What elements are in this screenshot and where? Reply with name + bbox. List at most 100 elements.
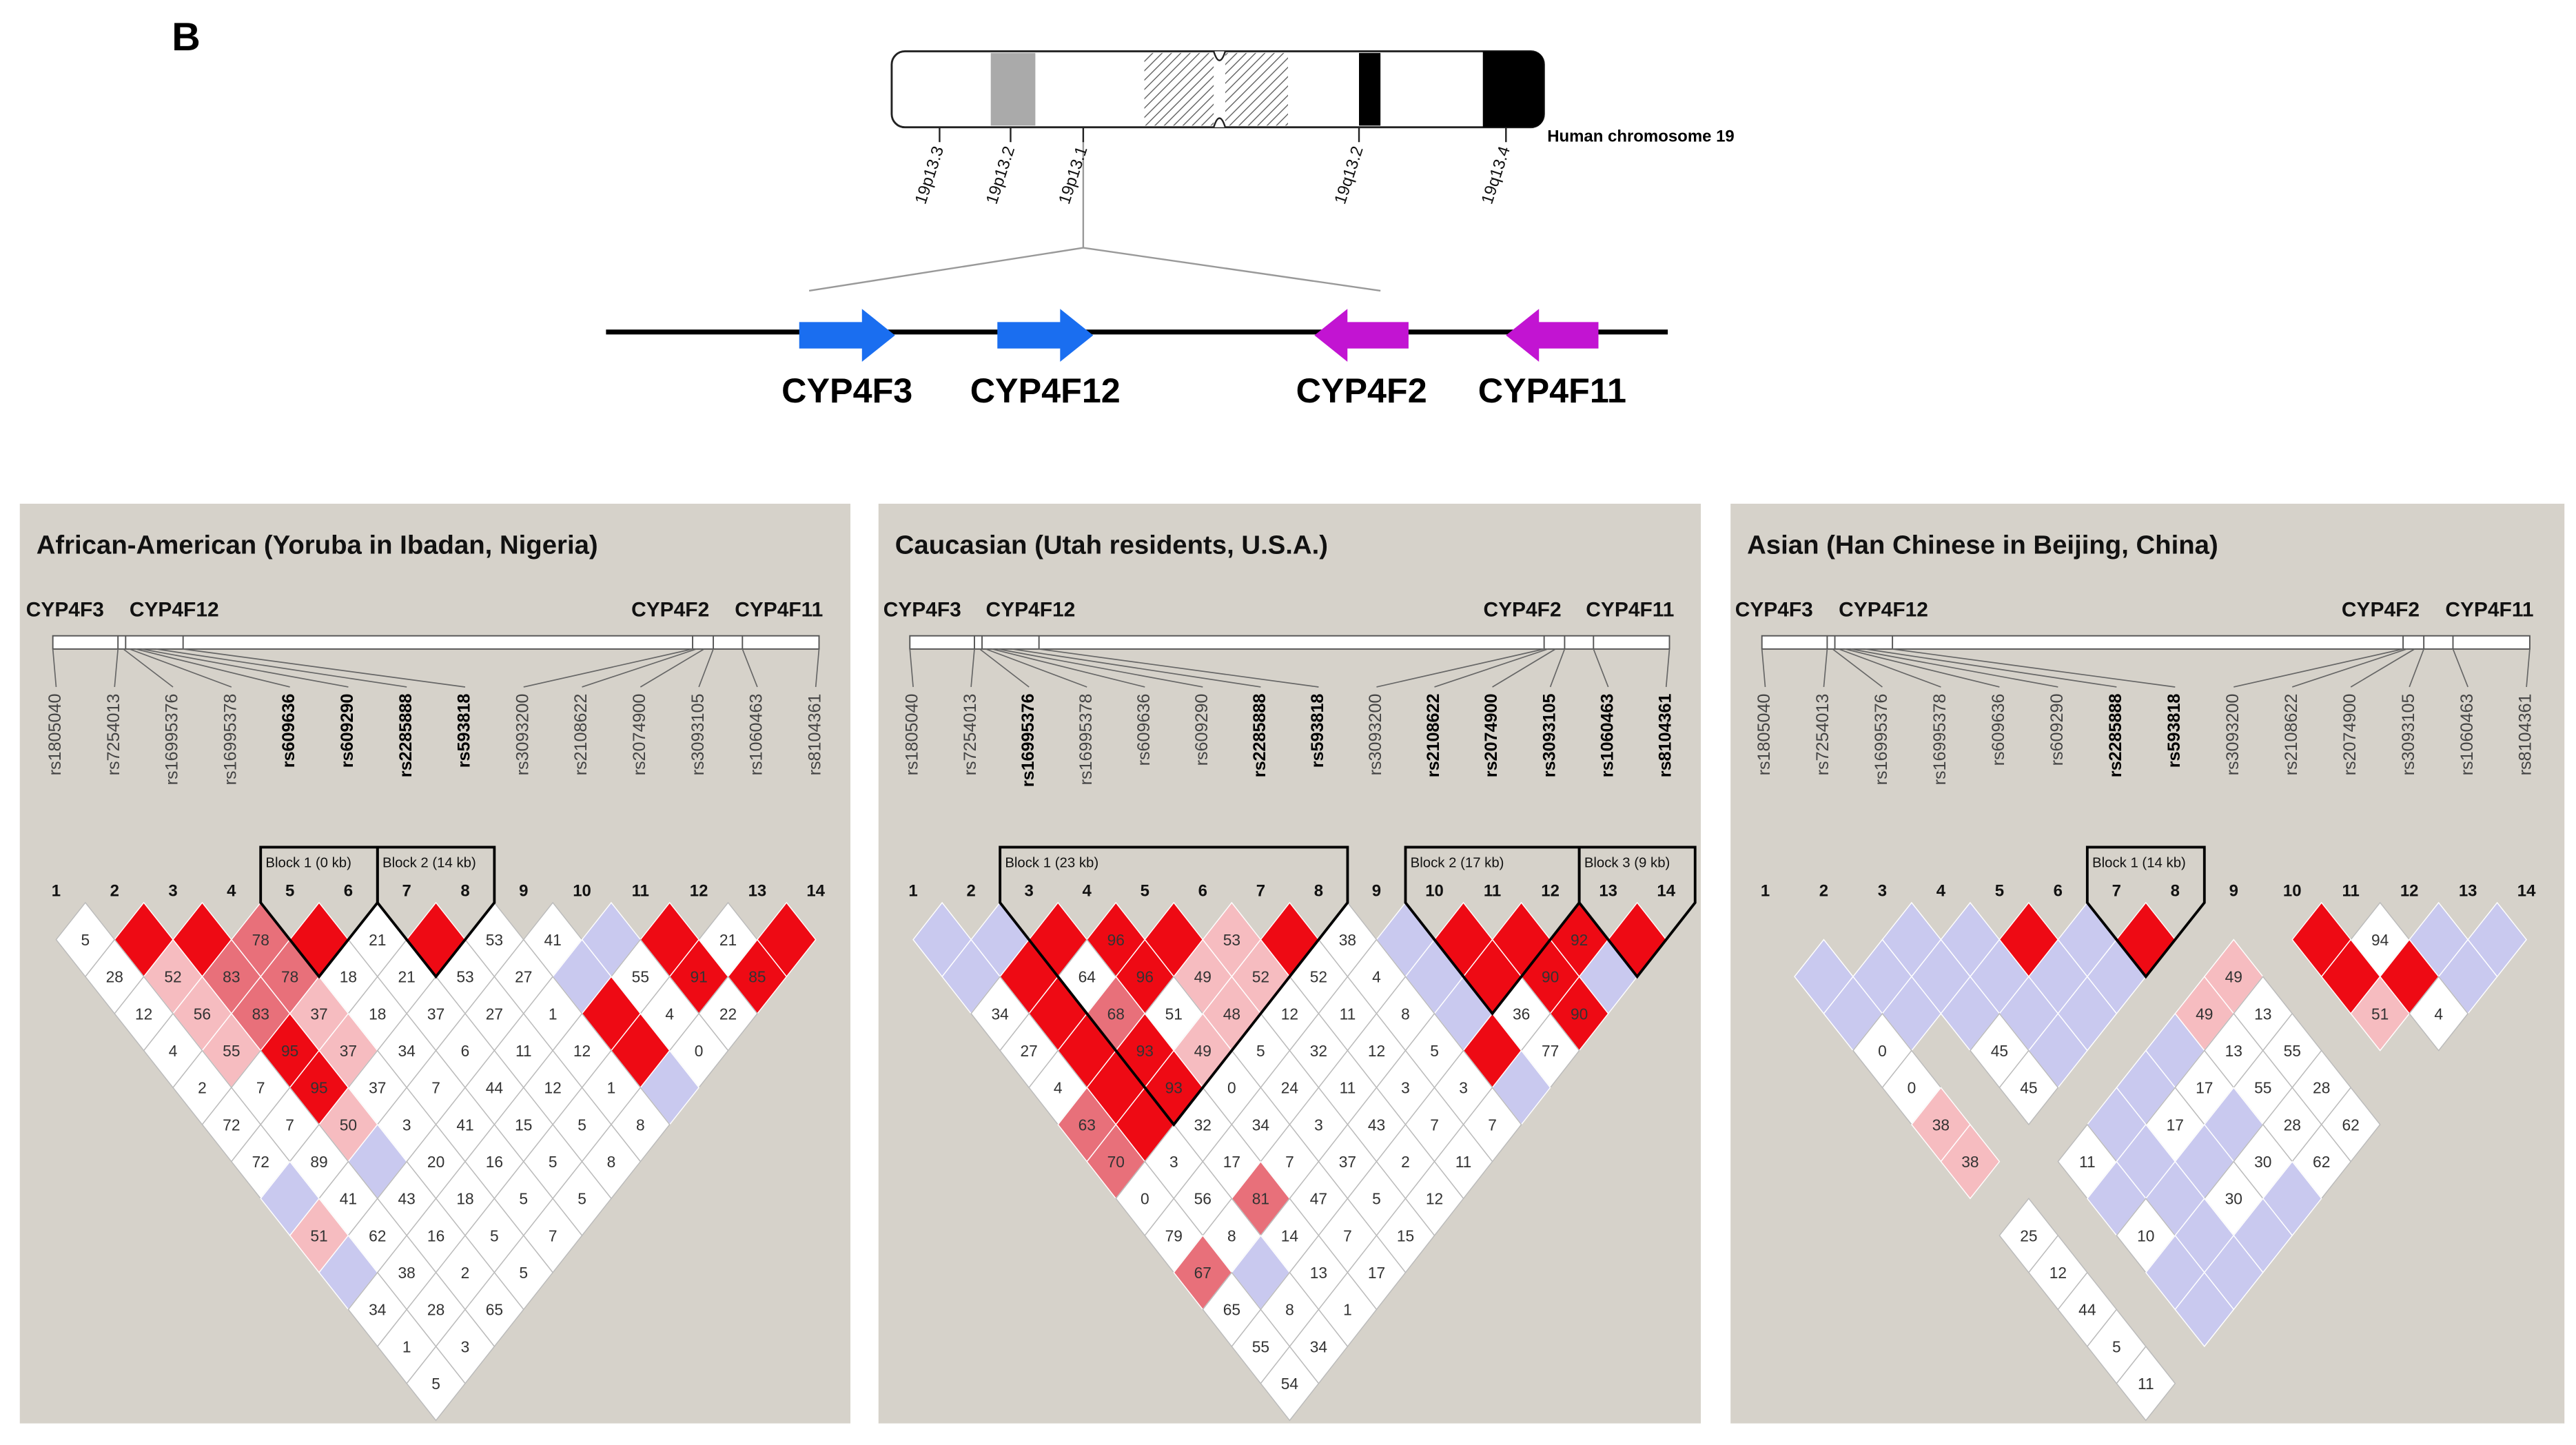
ld-value: 48 (1223, 1005, 1240, 1023)
snp-label: rs3093105 (1540, 694, 1559, 778)
band-label: 19q13.2 (1331, 144, 1367, 207)
ld-value: 43 (1368, 1116, 1385, 1134)
ld-value: 64 (1079, 968, 1096, 986)
ld-value: 37 (340, 1042, 357, 1060)
ld-block (2085, 846, 2206, 979)
ld-value: 17 (2167, 1116, 2184, 1134)
panel-title: Caucasian (Utah residents, U.S.A.) (895, 530, 1328, 560)
snp-connector (114, 648, 119, 688)
ld-value: 34 (398, 1042, 416, 1060)
ld-cell (2409, 976, 2469, 1052)
ld-value: 3 (1459, 1079, 1468, 1097)
ld-value: 90 (1571, 1005, 1588, 1023)
marker-number: 4 (1083, 881, 1092, 900)
ld-value: 50 (340, 1116, 357, 1134)
ld-value: 55 (223, 1042, 240, 1060)
gene-label: CYP4F2 (2342, 599, 2420, 622)
snp-label: rs609290 (2047, 694, 2067, 766)
ld-value: 34 (1252, 1116, 1269, 1134)
ld-value: 27 (515, 968, 532, 986)
snp-connector (1434, 648, 1548, 688)
marker-number: 6 (344, 881, 353, 900)
ld-value: 37 (427, 1005, 444, 1023)
ld-value: 32 (1194, 1116, 1212, 1134)
ld-block (999, 846, 1349, 1127)
ld-value: 72 (223, 1116, 240, 1134)
ld-value: 4 (169, 1042, 178, 1060)
snp-connector (992, 648, 1145, 688)
ld-value: 79 (1165, 1227, 1183, 1244)
snp-connector (123, 648, 174, 688)
marker-number: 9 (519, 881, 528, 900)
gene-label: CYP4F2 (1296, 371, 1427, 410)
ld-value: 91 (690, 968, 707, 986)
marker-number: 3 (1025, 881, 1034, 900)
ld-value: 12 (1368, 1042, 1385, 1060)
ld-value: 0 (1227, 1079, 1236, 1097)
snp-label: rs1060463 (1597, 694, 1617, 778)
snp-connector (129, 648, 232, 688)
ld-value: 13 (2254, 1005, 2271, 1023)
snp-connector (156, 648, 407, 688)
ld-value: 1 (549, 1005, 558, 1023)
ld-value: 12 (2049, 1264, 2067, 1282)
ld-value: 3 (1314, 1116, 1323, 1134)
snp-connector (1823, 648, 1828, 688)
ld-value: 28 (427, 1301, 444, 1319)
ld-panel: African-American (Yoruba in Ibadan, Nige… (19, 504, 851, 1424)
ld-value: 55 (2254, 1079, 2271, 1097)
ld-value: 11 (1455, 1153, 1472, 1171)
ld-value: 8 (1227, 1227, 1236, 1244)
ld-value: 30 (2254, 1153, 2271, 1171)
ld-value: 95 (281, 1042, 298, 1060)
ld-value: 21 (369, 931, 386, 949)
ld-value: 77 (1542, 1042, 1559, 1060)
ld-value: 83 (223, 968, 240, 986)
chromosome-body (890, 50, 1545, 129)
ld-value: 32 (1310, 1042, 1327, 1060)
ld-cell (1940, 1123, 2001, 1200)
ld-value: 41 (456, 1116, 473, 1134)
ld-value: 5 (2112, 1338, 2121, 1355)
snp-connector (183, 648, 466, 688)
snp-connector (2409, 648, 2424, 688)
marker-number: 8 (460, 881, 469, 900)
snp-connector (1492, 648, 1556, 688)
marker-number: 2 (966, 881, 975, 900)
snp-connector (1850, 648, 2058, 688)
gene-bar (1761, 635, 2531, 650)
gene-label: CYP4F2 (631, 599, 709, 622)
band-label: 19p13.3 (912, 144, 948, 207)
marker-number: 1 (52, 881, 61, 900)
ld-value: 62 (2313, 1153, 2330, 1171)
marker-number: 9 (1372, 881, 1381, 900)
ld-value: 34 (1310, 1338, 1327, 1355)
ld-value: 16 (486, 1153, 503, 1171)
ld-value: 13 (2225, 1042, 2242, 1060)
ld-value: 1 (1343, 1301, 1352, 1319)
band (1144, 52, 1214, 126)
snp-label: rs2074900 (630, 694, 649, 776)
ld-value: 18 (456, 1190, 473, 1208)
marker-number: 12 (1541, 881, 1560, 900)
ld-value: 12 (1281, 1005, 1298, 1023)
snp-label: rs1805040 (903, 694, 922, 776)
ld-value: 41 (340, 1190, 357, 1208)
ld-value: 34 (991, 1005, 1008, 1023)
marker-number: 8 (1314, 881, 1323, 900)
snp-label: rs2108622 (1424, 694, 1443, 778)
ld-value: 15 (515, 1116, 532, 1134)
ld-value: 12 (573, 1042, 591, 1060)
gene-arrow (1506, 309, 1599, 362)
ld-value: 53 (1223, 931, 1240, 949)
ld-value: 47 (1310, 1190, 1327, 1208)
ld-value: 4 (665, 1005, 674, 1023)
ld-value: 55 (1252, 1338, 1269, 1355)
ld-cell (2174, 1271, 2235, 1348)
marker-number: 13 (1599, 881, 1617, 900)
ld-value: 54 (1281, 1375, 1298, 1393)
marker-number: 1 (908, 881, 917, 900)
ld-value: 18 (340, 968, 357, 986)
snp-connector (2452, 648, 2468, 688)
snp-connector (742, 648, 758, 688)
